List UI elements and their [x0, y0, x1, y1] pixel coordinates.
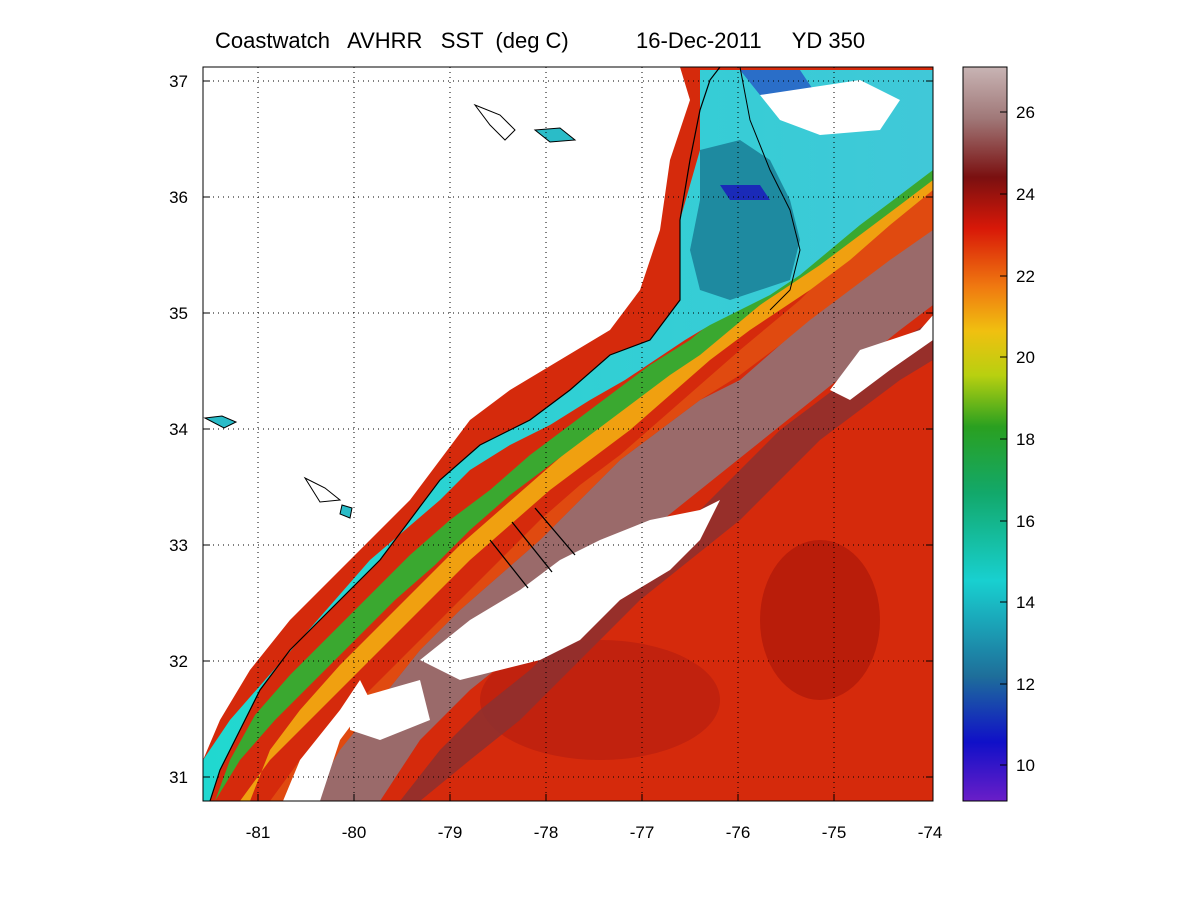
- lon-tick-label: -81: [246, 823, 271, 842]
- track-line: [534, 507, 576, 556]
- lon-tick-label: -77: [630, 823, 655, 842]
- lat-tick-labels: 31 32 33 34 35 36 37: [169, 72, 188, 787]
- cloud-area: [760, 80, 900, 135]
- colorbar-tick-label: 10: [1016, 756, 1035, 775]
- coastline: [209, 67, 721, 801]
- colorbar-tick-label: 20: [1016, 348, 1035, 367]
- lat-tick-label: 33: [169, 536, 188, 555]
- sst-front-orange: [240, 175, 933, 801]
- colorbar-tick-label: 12: [1016, 675, 1035, 694]
- colorbar-tick-label: 26: [1016, 103, 1035, 122]
- lat-tick-label: 32: [169, 652, 188, 671]
- lake: [303, 476, 342, 503]
- lon-tick-labels: -81 -80 -79 -78 -77 -76 -75 -74: [246, 823, 943, 842]
- lon-tick-label: -76: [726, 823, 751, 842]
- lake: [473, 103, 516, 141]
- lon-tick-label: -78: [534, 823, 559, 842]
- lake: [339, 504, 353, 519]
- title-yearday: YD 350: [791, 28, 866, 53]
- lon-tick-label: -80: [342, 823, 367, 842]
- colorbar: 10 12 14 16 18 20 22 24 26: [962, 66, 1035, 802]
- map-frame: [202, 66, 934, 802]
- cloud-area: [283, 680, 370, 801]
- colorbar-tick-label: 18: [1016, 430, 1035, 449]
- sst-front-green: [215, 165, 933, 801]
- cloud-area: [420, 500, 720, 680]
- lat-tick-label: 34: [169, 420, 188, 439]
- lon-tick-label: -75: [822, 823, 847, 842]
- map-title: Coastwatch AVHRR SST (deg C) 16-Dec-2011…: [215, 28, 865, 54]
- title-date: 16-Dec-2011: [636, 28, 762, 53]
- cloud-area: [830, 315, 933, 400]
- colorbar-tick-label: 24: [1016, 185, 1035, 204]
- sst-field: [203, 67, 933, 801]
- tick-marks: [203, 80, 933, 801]
- sst-sound: [690, 140, 800, 300]
- lon-tick-label: -74: [918, 823, 943, 842]
- colorbar-tick-label: 22: [1016, 267, 1035, 286]
- lat-tick-label: 37: [169, 72, 188, 91]
- title-product: Coastwatch AVHRR SST (deg C): [215, 28, 569, 53]
- lat-tick-label: 35: [169, 304, 188, 323]
- lake: [533, 127, 577, 143]
- lat-tick-label: 31: [169, 768, 188, 787]
- sst-cold-patch: [720, 185, 770, 200]
- track-line: [489, 539, 529, 589]
- colorbar-gradient: [962, 66, 1008, 802]
- lat-tick-label: 36: [169, 188, 188, 207]
- colorbar-ticks: [1000, 111, 1007, 766]
- sst-front-warm: [270, 170, 933, 801]
- grid-lines: [203, 67, 933, 801]
- land-mask: [203, 67, 690, 760]
- cloud-area: [350, 680, 430, 740]
- colorbar-tick-label: 14: [1016, 593, 1035, 612]
- lake: [203, 415, 238, 429]
- outer-banks: [739, 67, 801, 311]
- track-line: [511, 521, 553, 573]
- colorbar-tick-label: 16: [1016, 512, 1035, 531]
- sst-eddy: [760, 540, 880, 700]
- lon-tick-label: -79: [438, 823, 463, 842]
